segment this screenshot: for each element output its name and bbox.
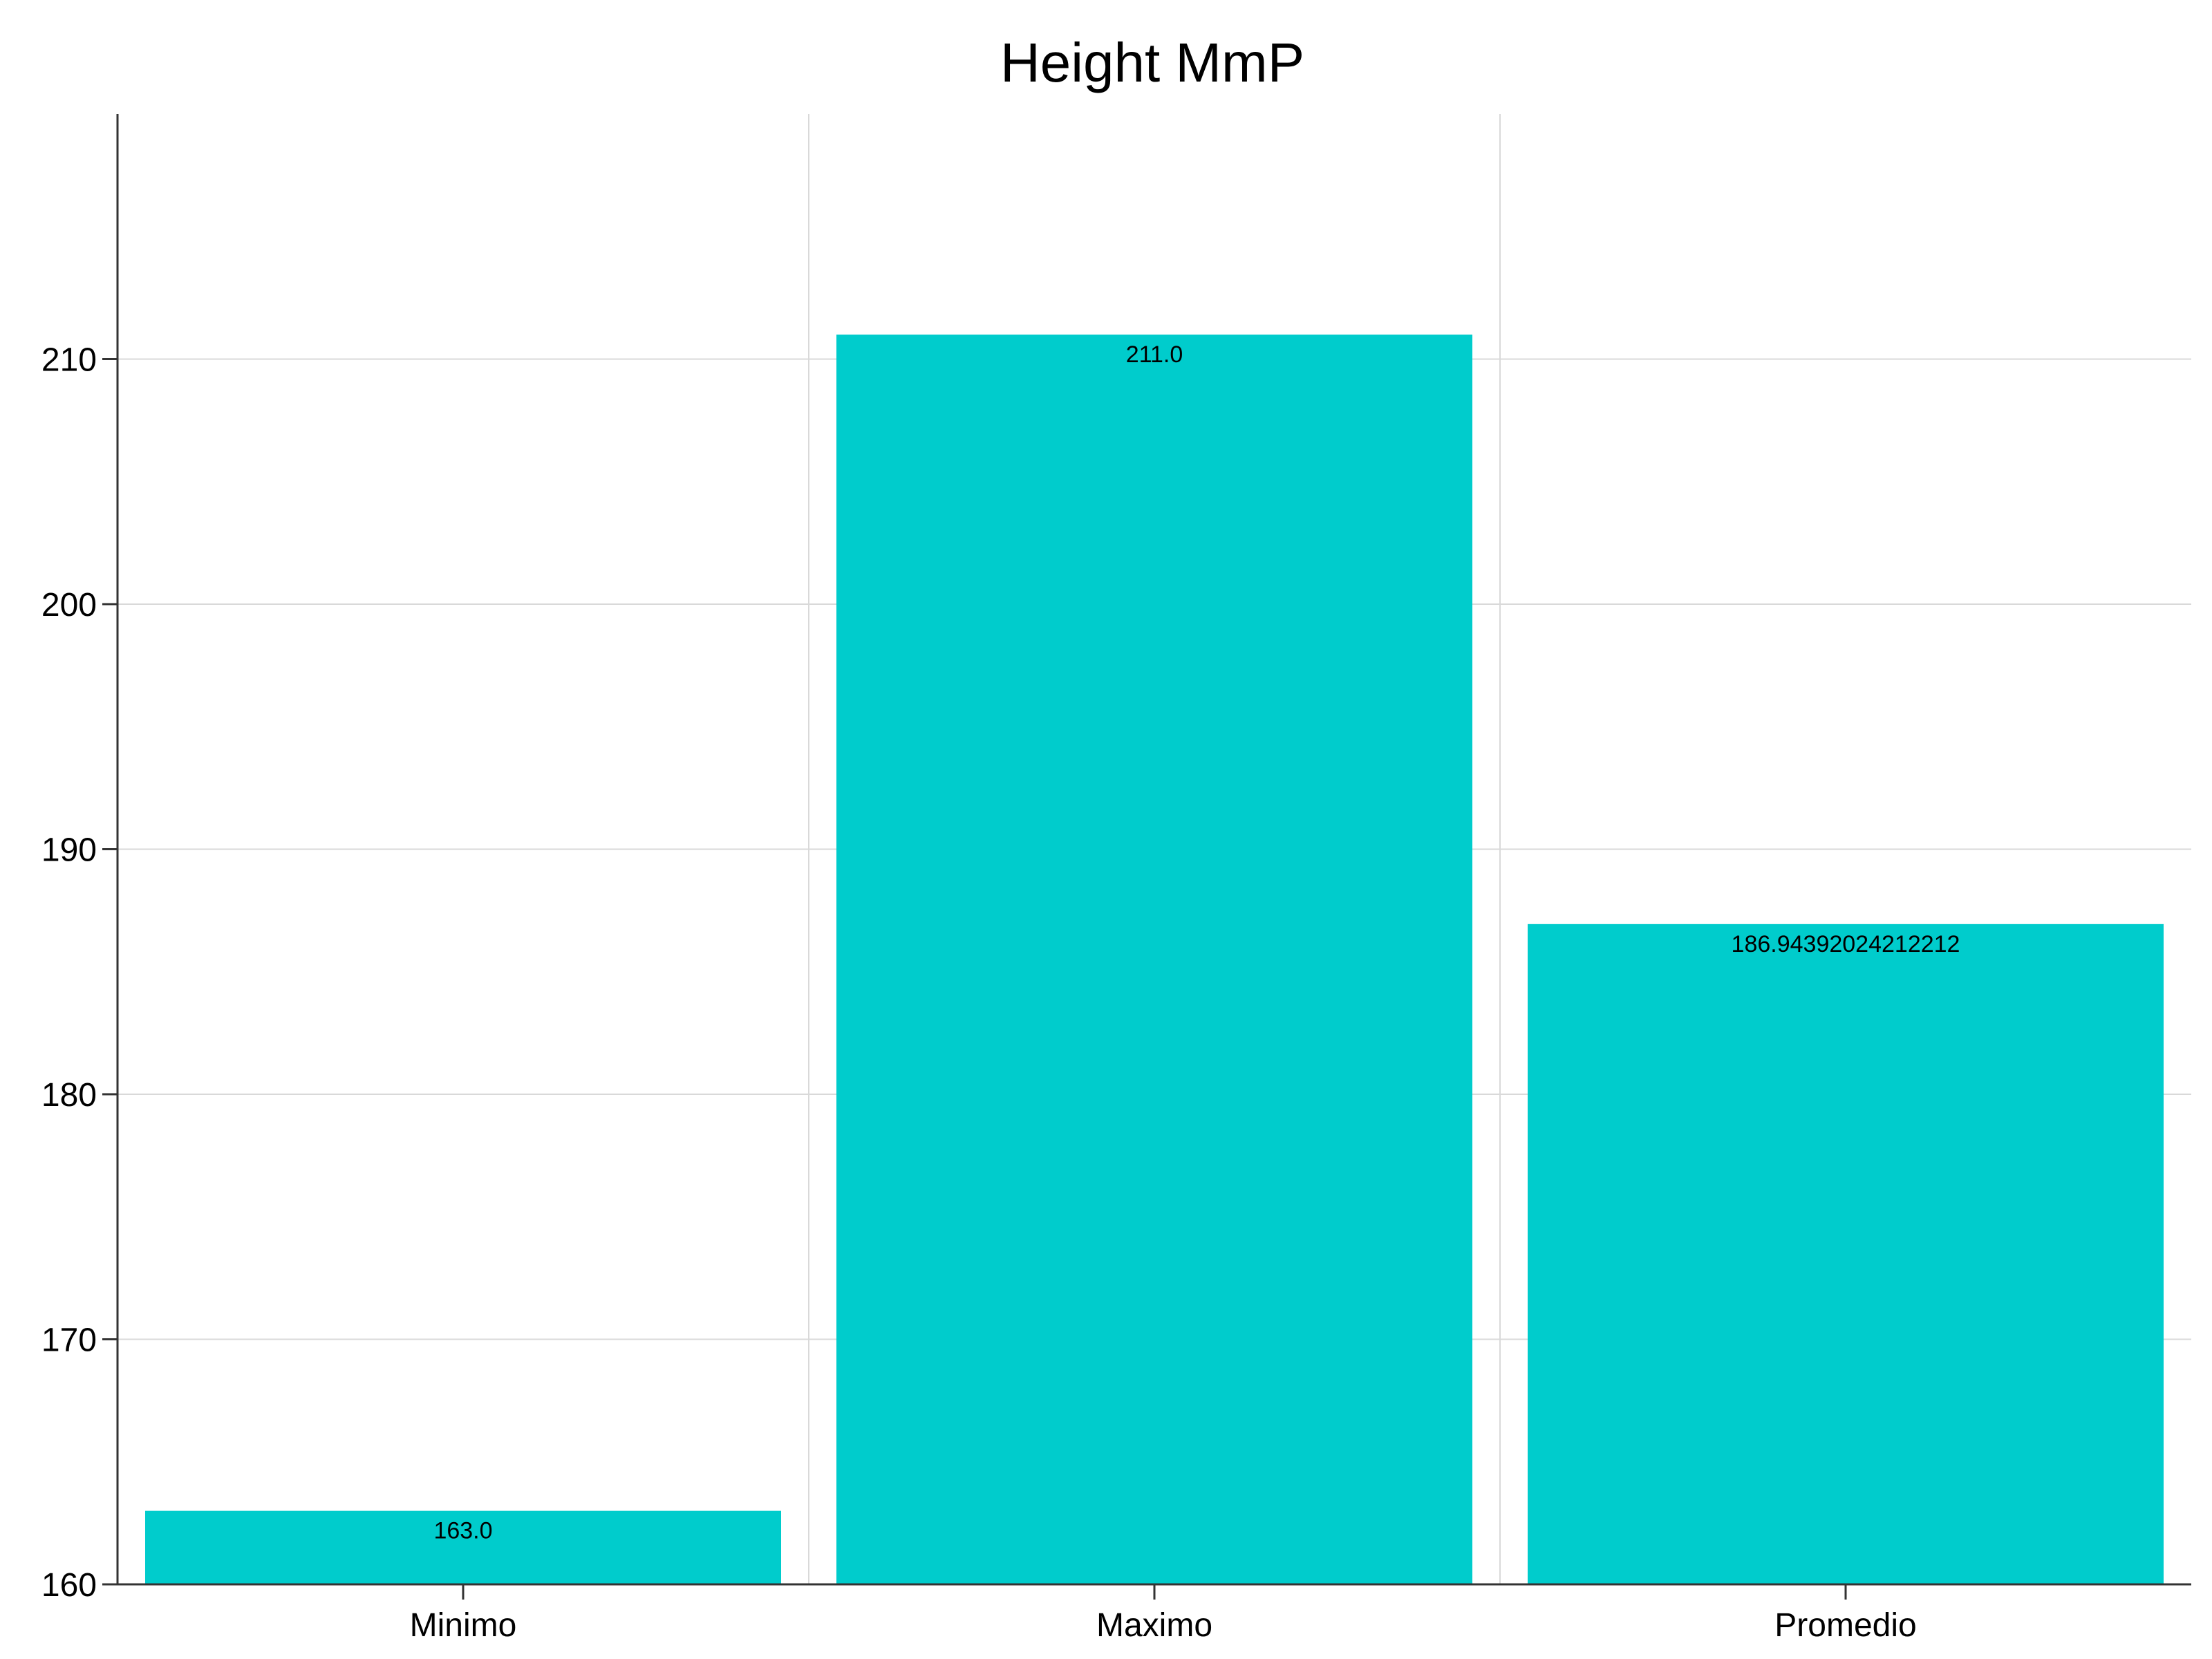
bar-maximo xyxy=(836,335,1472,1584)
y-tick-label: 210 xyxy=(41,342,97,379)
data-label: 163.0 xyxy=(433,1518,492,1544)
x-tick-label: Maximo xyxy=(1096,1607,1212,1644)
chart-title: Height MmP xyxy=(1000,32,1304,93)
y-tick-label: 170 xyxy=(41,1322,97,1359)
y-tick-label: 200 xyxy=(41,587,97,624)
data-label: 186.94392024212212 xyxy=(1732,931,1960,957)
bars xyxy=(145,335,2164,1584)
data-label: 211.0 xyxy=(1126,341,1183,368)
axes xyxy=(102,114,2191,1600)
x-tick-label: Promedio xyxy=(1774,1607,1916,1644)
y-tick-label: 190 xyxy=(41,832,97,869)
y-tick-label: 160 xyxy=(41,1567,97,1604)
x-tick-label: Minimo xyxy=(410,1607,517,1644)
bar-minimo xyxy=(145,1510,781,1584)
bar-promedio xyxy=(1528,924,2164,1584)
y-tick-label: 180 xyxy=(41,1077,97,1114)
labels: 160 170 180 190 200 210 163.0 Minimo 211.0 Maximo… xyxy=(41,341,1960,1644)
